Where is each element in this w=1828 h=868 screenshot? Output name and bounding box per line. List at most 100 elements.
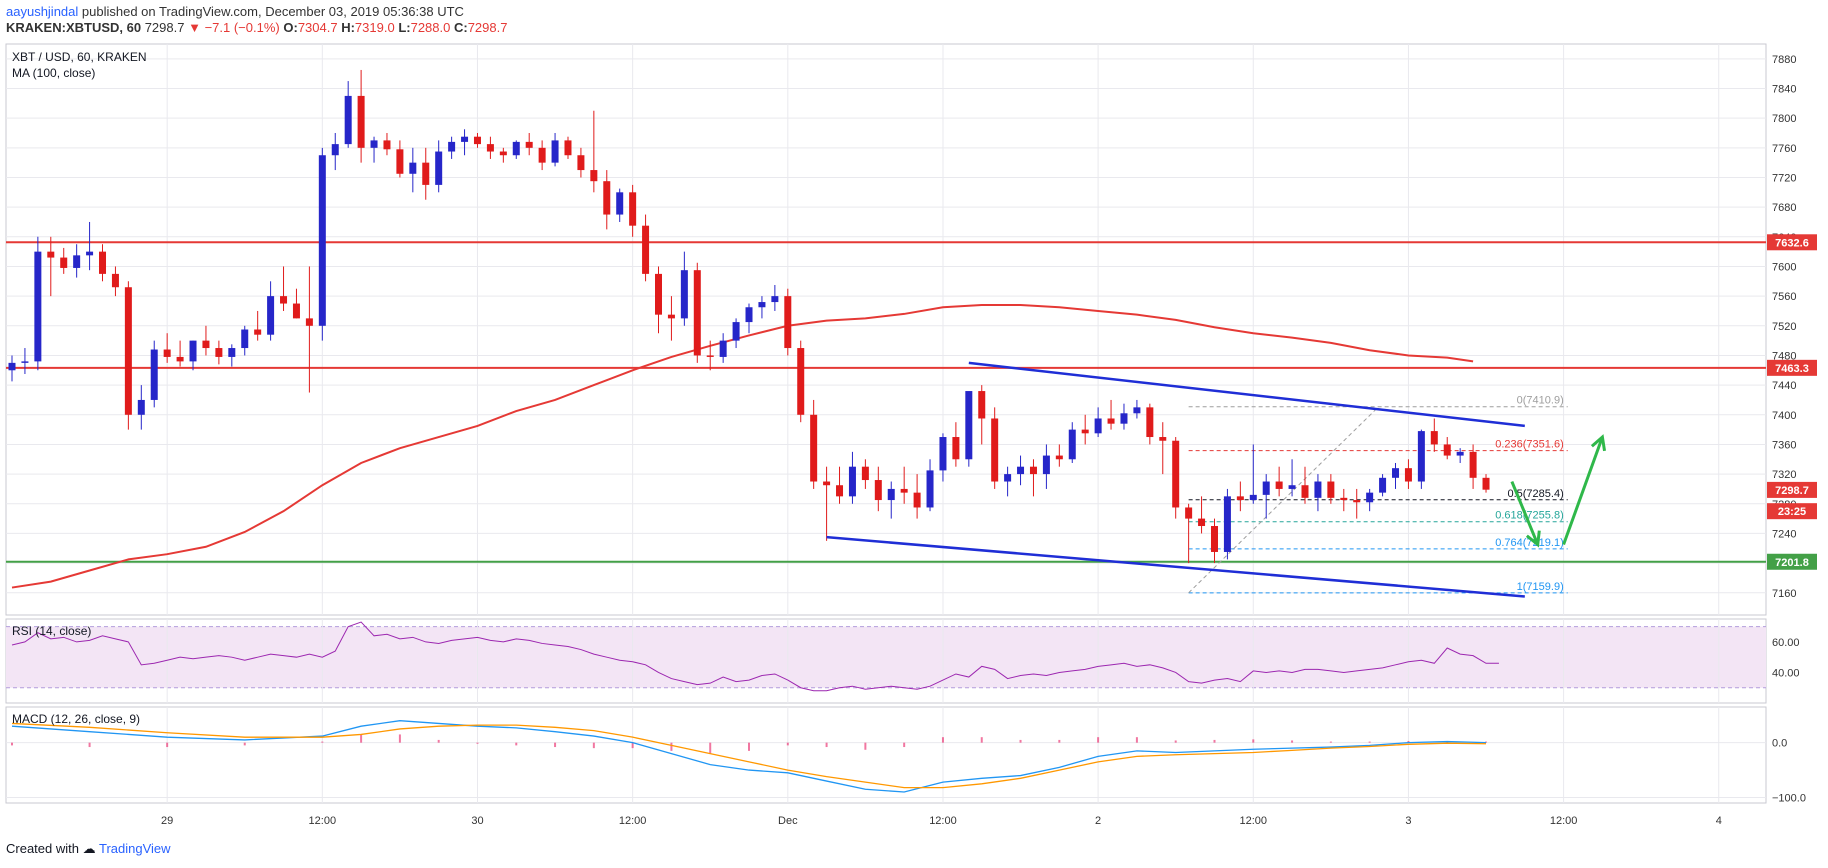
y-tick-label: 7760	[1772, 143, 1796, 155]
candle-down	[836, 485, 844, 497]
candle-down	[1210, 526, 1218, 552]
macd-tick-label: −100.0	[1772, 793, 1806, 805]
macd-line	[11, 720, 1487, 793]
candle-up	[771, 296, 779, 303]
candle-down	[706, 355, 714, 357]
candle-down	[1146, 407, 1154, 438]
candle-up	[241, 329, 249, 349]
footer: Created with ☁ TradingView	[6, 841, 171, 857]
candle-down	[357, 95, 365, 148]
candle-up	[150, 349, 158, 400]
rsi-band	[6, 626, 1766, 688]
candle-up	[1223, 496, 1231, 552]
ma100-line	[11, 304, 1474, 589]
candle-up	[1120, 413, 1128, 424]
candle-down	[305, 318, 313, 326]
author-link[interactable]: aayushjindal	[6, 4, 79, 19]
candle-up	[448, 141, 456, 152]
candle-down	[47, 251, 55, 258]
candle-up	[758, 302, 766, 308]
candle-down	[1029, 466, 1037, 475]
candle-down	[1081, 429, 1089, 434]
candle-down	[499, 151, 507, 156]
candle-down	[874, 480, 882, 501]
candle-up	[435, 151, 443, 185]
open-value: 7304.7	[297, 20, 338, 35]
y-tick-label: 7800	[1772, 113, 1796, 125]
last-price: 7298.7	[144, 20, 185, 35]
chart-header: aayushjindal published on TradingView.co…	[6, 4, 1506, 36]
y-tick-label: 7600	[1772, 261, 1796, 273]
candle-down	[1482, 477, 1490, 490]
candle-up	[887, 488, 895, 501]
price-chart[interactable]: 2912:003012:00Dec12:00212:00312:00412:00…	[0, 0, 1828, 830]
candle-down	[60, 257, 68, 268]
candle-down	[1198, 518, 1206, 527]
main-pane-frame	[5, 43, 1767, 616]
candle-down	[603, 181, 611, 215]
candle-down	[1055, 455, 1063, 460]
candle-down	[913, 492, 921, 508]
published-text: published on TradingView.com, December 0…	[78, 4, 464, 19]
macd-title: MACD (12, 26, close, 9)	[12, 712, 140, 726]
support-price-label: 7201.8	[1775, 557, 1809, 569]
candle-down	[1430, 431, 1438, 445]
candle-down	[1404, 468, 1412, 482]
channel-lower-line	[826, 535, 1525, 598]
y-tick-label: 7360	[1772, 439, 1796, 451]
candle-up	[965, 391, 973, 460]
candle-down	[1236, 496, 1244, 501]
candle-up	[1392, 468, 1400, 478]
candle-up	[8, 362, 16, 371]
candle-down	[952, 437, 960, 460]
tradingview-link[interactable]: TradingView	[99, 841, 171, 856]
candle-up	[461, 136, 469, 142]
candle-up	[344, 95, 352, 145]
candle-up	[137, 399, 145, 415]
last-price-label: 7298.7	[1775, 485, 1809, 497]
candle-down	[1159, 437, 1167, 441]
y-tick-label: 7240	[1772, 528, 1796, 540]
candle-up	[1262, 481, 1270, 495]
candle-down	[823, 481, 831, 486]
candle-up	[370, 140, 378, 148]
candle-down	[383, 140, 391, 150]
x-tick-label: 29	[161, 815, 173, 827]
x-tick-label: Dec	[778, 815, 798, 827]
candle-up	[34, 251, 42, 362]
down-arrow-icon	[1510, 480, 1540, 546]
candle-down	[1172, 440, 1180, 508]
candle-down	[215, 348, 223, 357]
fib-level-label: 0.618(7255.8)	[1495, 510, 1564, 522]
macd-tick-label: 0.0	[1772, 738, 1787, 750]
candle-up	[551, 140, 559, 163]
arrow-head-icon	[1590, 434, 1607, 452]
candle-up	[1094, 418, 1102, 434]
candle-down	[163, 349, 171, 357]
y-tick-label: 7160	[1772, 588, 1796, 600]
y-tick-label: 7880	[1772, 54, 1796, 66]
up-arrow-icon	[1562, 436, 1604, 546]
candle-up	[848, 466, 856, 497]
candle-down	[861, 466, 869, 481]
fib-level-label: 0.5(7285.4)	[1507, 488, 1563, 500]
resistance-price-tag	[1767, 234, 1817, 251]
candle-down	[1353, 500, 1361, 503]
candle-down	[99, 251, 107, 274]
rsi-title: RSI (14, close)	[12, 624, 91, 638]
candle-down	[784, 296, 792, 349]
candle-down	[655, 273, 662, 315]
fib-level-label: 0.236(7351.6)	[1495, 439, 1564, 451]
candle-up	[512, 141, 520, 156]
candle-up	[1314, 481, 1322, 498]
candle-down	[900, 488, 908, 493]
chart-title: XBT / USD, 60, KRAKEN	[12, 50, 147, 64]
y-tick-label: 7440	[1772, 380, 1796, 392]
candle-down	[111, 273, 119, 288]
support-price-tag	[1767, 553, 1817, 570]
candle-down	[1185, 507, 1193, 519]
countdown-label: 23:25	[1778, 506, 1806, 518]
x-tick-label: 4	[1716, 815, 1722, 827]
arrow-head-icon	[1525, 530, 1541, 548]
candle-up	[228, 348, 236, 357]
